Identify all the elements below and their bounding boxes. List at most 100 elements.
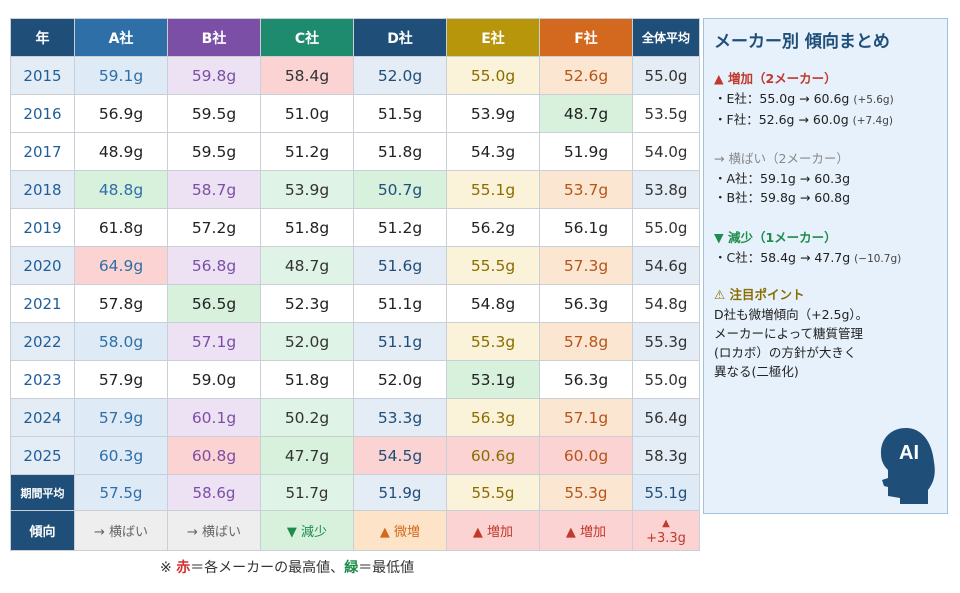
- summary-line-text: ・F社：52.6g → 60.0g: [714, 112, 849, 127]
- period-average-label: 期間平均: [10, 474, 75, 511]
- value-cell: 59.8g: [167, 56, 261, 95]
- value-cell: 51.2g: [353, 208, 447, 247]
- value-cell: 57.9g: [74, 360, 168, 399]
- header-cell: 全体平均: [632, 18, 700, 57]
- value-cell: 51.9g: [539, 132, 633, 171]
- value-cell: 53.9g: [260, 170, 354, 209]
- value-cell: 51.5g: [353, 94, 447, 133]
- period-average-cell: 51.9g: [353, 474, 447, 511]
- note-prefix: ※: [160, 560, 172, 576]
- value-cell: 60.3g: [74, 436, 168, 475]
- header-cell: C社: [260, 18, 354, 57]
- value-cell: 64.9g: [74, 246, 168, 285]
- year-cell: 2025: [10, 436, 75, 475]
- year-cell: 2016: [10, 94, 75, 133]
- summary-line: ・C社：58.4g → 47.7g (−10.7g): [714, 248, 901, 269]
- period-average-cell: 55.3g: [539, 474, 633, 511]
- value-cell: 56.2g: [446, 208, 540, 247]
- panel-title: メーカー別 傾向まとめ: [714, 32, 890, 52]
- value-cell: 58.0g: [74, 322, 168, 361]
- header-row: 年 A社 B社 C社 D社 E社 F社 全体平均: [10, 18, 700, 57]
- value-cell: 54.5g: [353, 436, 447, 475]
- header-cell: F社: [539, 18, 633, 57]
- value-cell: 60.6g: [446, 436, 540, 475]
- sugar-table: 年 A社 B社 C社 D社 E社 F社 全体平均 2015 59.1g 59.8g 58.4g 52.…: [10, 18, 700, 551]
- value-cell: 53.9g: [446, 94, 540, 133]
- summary-line-diff: (+5.6g): [853, 94, 894, 106]
- year-cell: 2020: [10, 246, 75, 285]
- row-average-cell: 55.0g: [632, 56, 700, 95]
- value-cell: 53.7g: [539, 170, 633, 209]
- notice-line: メーカーによって糖質管理: [714, 326, 864, 341]
- value-cell: 55.5g: [446, 246, 540, 285]
- value-cell: 51.1g: [353, 322, 447, 361]
- value-cell: 51.6g: [353, 246, 447, 285]
- value-cell: 51.8g: [260, 208, 354, 247]
- value-cell: 56.3g: [446, 398, 540, 437]
- value-cell: 48.8g: [74, 170, 168, 209]
- value-cell: 56.5g: [167, 284, 261, 323]
- value-cell: 50.2g: [260, 398, 354, 437]
- row-average-cell: 53.5g: [632, 94, 700, 133]
- year-cell: 2018: [10, 170, 75, 209]
- header-cell: E社: [446, 18, 540, 57]
- value-cell: 51.8g: [353, 132, 447, 171]
- note-red-label: 赤: [176, 560, 191, 576]
- value-cell: 52.0g: [260, 322, 354, 361]
- summary-line-text: ・C社：58.4g → 47.7g: [714, 250, 851, 265]
- value-cell: 59.1g: [74, 56, 168, 95]
- year-cell: 2023: [10, 360, 75, 399]
- row-average-cell: 53.8g: [632, 170, 700, 209]
- table-row: 2024 57.9g 60.1g 50.2g 53.3g 56.3g 57.1g 56.4g: [10, 398, 700, 437]
- value-cell: 48.9g: [74, 132, 168, 171]
- value-cell: 59.5g: [167, 94, 261, 133]
- value-cell: 58.4g: [260, 56, 354, 95]
- notice-line: D社も微増傾向（+2.5g）。: [714, 307, 869, 322]
- value-cell: 52.6g: [539, 56, 633, 95]
- summary-line: ・B社：59.8g → 60.8g: [714, 188, 850, 207]
- table-row: 2025 60.3g 60.8g 47.7g 54.5g 60.6g 60.0g 58.3g: [10, 436, 700, 475]
- summary-line: ・E社：55.0g → 60.6g (+5.6g): [714, 89, 894, 110]
- value-cell: 57.3g: [539, 246, 633, 285]
- table-row: 2017 48.9g 59.5g 51.2g 51.8g 54.3g 51.9g 54.0g: [10, 132, 700, 171]
- value-cell: 51.1g: [353, 284, 447, 323]
- table-row: 2019 61.8g 57.2g 51.8g 51.2g 56.2g 56.1g 55.0g: [10, 208, 700, 247]
- note-green-label: 緑: [344, 560, 359, 576]
- trend-cell: ▲ 微増: [353, 510, 447, 551]
- period-average-row: 期間平均 57.5g 58.6g 51.7g 51.9g 55.5g 55.3g 55.1g: [10, 474, 700, 511]
- header-cell: B社: [167, 18, 261, 57]
- table-row: 2018 48.8g 58.7g 53.9g 50.7g 55.1g 53.7g 53.8g: [10, 170, 700, 209]
- value-cell: 54.3g: [446, 132, 540, 171]
- value-cell: 55.0g: [446, 56, 540, 95]
- period-average-cell: 51.7g: [260, 474, 354, 511]
- table-row: 2020 64.9g 56.8g 48.7g 51.6g 55.5g 57.3g 54.6g: [10, 246, 700, 285]
- value-cell: 55.1g: [446, 170, 540, 209]
- summary-line: ・A社：59.1g → 60.3g: [714, 169, 850, 188]
- header-cell: D社: [353, 18, 447, 57]
- summary-line: ・F社：52.6g → 60.0g (+7.4g): [714, 110, 894, 131]
- decrease-head: ▼ 減少（1メーカー）: [714, 230, 837, 245]
- value-cell: 51.8g: [260, 360, 354, 399]
- note-suffix: ＝最低値: [358, 560, 415, 576]
- trend-row: 傾向 → 横ばい → 横ばい ▼ 減少 ▲ 微増 ▲ 増加 ▲ 増加 ▲ +3.3g: [10, 510, 700, 551]
- note-mid: ＝各メーカーの最高値、: [190, 560, 345, 576]
- summary-line-text: ・B社：59.8g → 60.8g: [714, 190, 851, 205]
- value-cell: 52.0g: [353, 56, 447, 95]
- table-row: 2021 57.8g 56.5g 52.3g 51.1g 54.8g 56.3g 54.8g: [10, 284, 700, 323]
- value-cell: 56.8g: [167, 246, 261, 285]
- overall-period-average: 55.1g: [632, 474, 700, 511]
- value-cell: 57.1g: [539, 398, 633, 437]
- overall-trend-cell: ▲ +3.3g: [632, 510, 700, 551]
- notice-line: (ロカボ）の方針が大きく: [714, 345, 857, 360]
- period-average-cell: 55.5g: [446, 474, 540, 511]
- year-cell: 2017: [10, 132, 75, 171]
- value-cell: 51.0g: [260, 94, 354, 133]
- value-cell: 56.9g: [74, 94, 168, 133]
- row-average-cell: 55.3g: [632, 322, 700, 361]
- increase-section: ▲ 増加（2メーカー） ・E社：55.0g → 60.6g (+5.6g) ・F社…: [714, 69, 894, 131]
- value-cell: 59.0g: [167, 360, 261, 399]
- value-cell: 56.3g: [539, 360, 633, 399]
- year-cell: 2021: [10, 284, 75, 323]
- value-cell: 56.3g: [539, 284, 633, 323]
- row-average-cell: 58.3g: [632, 436, 700, 475]
